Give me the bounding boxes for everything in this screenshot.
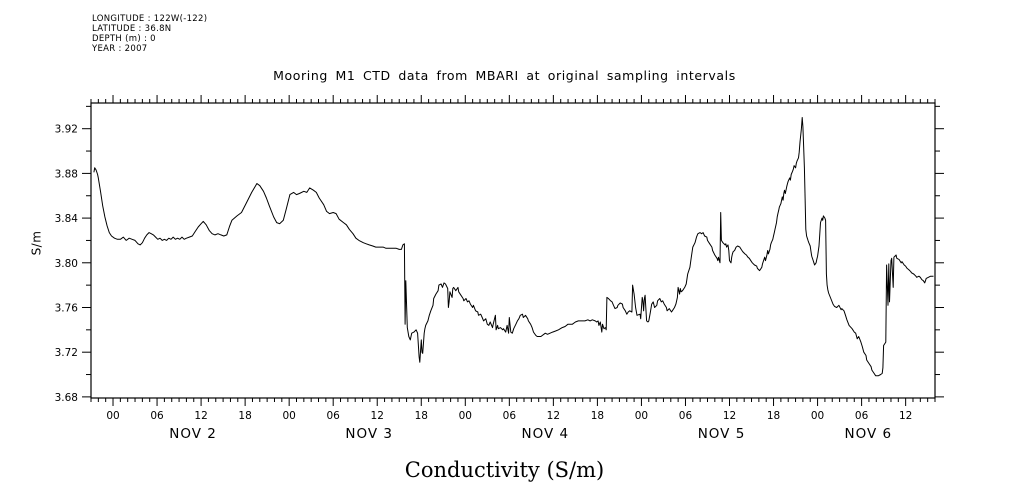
x-day-label: NOV 5 bbox=[698, 426, 746, 442]
meta-longitude: LONGITUDE : 122W(-122) bbox=[92, 14, 208, 24]
x-tick-label: 06 bbox=[503, 410, 517, 422]
x-day-label: NOV 4 bbox=[522, 426, 570, 442]
x-tick-label: 00 bbox=[811, 410, 824, 422]
x-tick-label: 12 bbox=[723, 410, 736, 422]
day-labels: NOV 2 NOV 3 NOV 4 NOV 5 NOV 6 bbox=[169, 426, 892, 442]
x-tick-label: 06 bbox=[327, 410, 341, 422]
x-tick-label: 18 bbox=[238, 410, 251, 422]
plot-border bbox=[90, 102, 936, 399]
meta-latitude: LATITUDE : 36.8N bbox=[92, 24, 172, 34]
axis-ticks bbox=[82, 95, 944, 406]
x-day-label: NOV 2 bbox=[169, 426, 217, 442]
x-tick-label: 00 bbox=[282, 410, 295, 422]
meta-depth: DEPTH (m) : 0 bbox=[92, 34, 156, 44]
x-tick-label: 12 bbox=[547, 410, 560, 422]
x-tick-label: 06 bbox=[679, 410, 693, 422]
x-day-label: NOV 3 bbox=[345, 426, 393, 442]
x-tick-label: 18 bbox=[415, 410, 428, 422]
meta-year: YEAR : 2007 bbox=[92, 44, 148, 54]
y-tick-label: 3.88 bbox=[55, 168, 78, 180]
x-tick-label: 18 bbox=[767, 410, 780, 422]
y-tick-label: 3.72 bbox=[55, 347, 78, 359]
x-axis-label: Conductivity (S/m) bbox=[404, 458, 605, 482]
y-tick-label: 3.80 bbox=[55, 258, 78, 270]
x-tick-label: 06 bbox=[855, 410, 869, 422]
y-tick-label: 3.92 bbox=[55, 124, 78, 136]
x-tick-label: 12 bbox=[194, 410, 207, 422]
x-tick-label: 06 bbox=[150, 410, 164, 422]
tick-labels: 00 06 12 18 00 06 12 18 00 06 12 18 00 06 12 18 00 06 12 3.… bbox=[55, 124, 913, 422]
x-tick-label: 00 bbox=[459, 410, 472, 422]
x-day-label: NOV 6 bbox=[844, 426, 892, 442]
chart-title: Mooring M1 CTD data from MBARI at origin… bbox=[273, 68, 736, 83]
x-tick-label: 00 bbox=[635, 410, 648, 422]
data-line bbox=[93, 117, 934, 377]
x-tick-label: 12 bbox=[899, 410, 912, 422]
x-tick-label: 18 bbox=[591, 410, 604, 422]
y-tick-label: 3.84 bbox=[55, 213, 79, 225]
y-tick-label: 3.68 bbox=[55, 392, 78, 404]
x-tick-label: 12 bbox=[371, 410, 384, 422]
y-tick-label: 3.76 bbox=[55, 302, 79, 314]
x-tick-label: 00 bbox=[106, 410, 119, 422]
metadata-block: LONGITUDE : 122W(-122) LATITUDE : 36.8N … bbox=[92, 14, 207, 54]
y-axis-label: S/m bbox=[29, 230, 44, 256]
